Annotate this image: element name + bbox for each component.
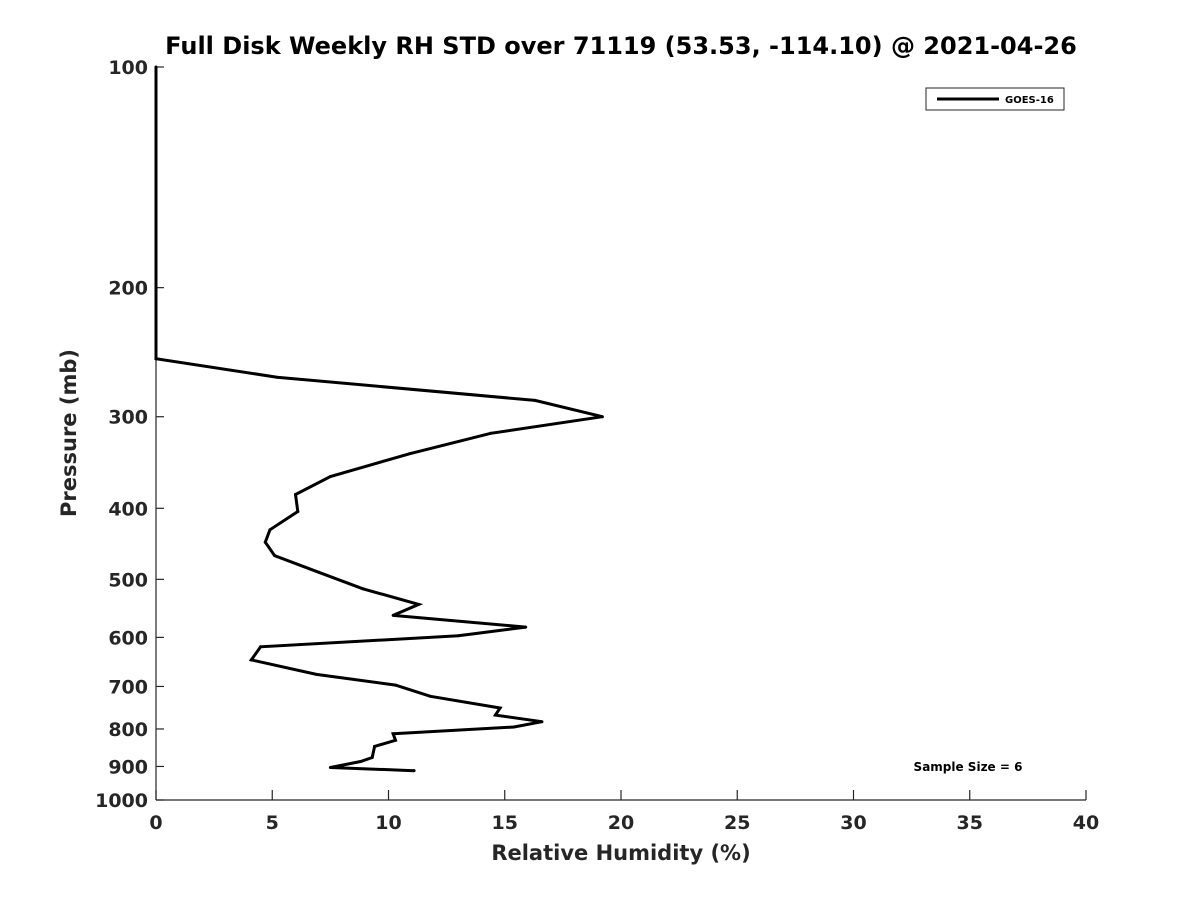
plot-area: 0 5 10 15 20 25 30 35 40 100 200 300 400 500 600 700 80… xyxy=(95,57,1099,834)
data-point xyxy=(154,357,158,361)
y-tick-label: 900 xyxy=(108,756,148,778)
y-tick-label: 300 xyxy=(108,407,148,429)
chart-title: Full Disk Weekly RH STD over 71119 (53.5… xyxy=(165,32,1077,60)
data-point xyxy=(512,725,516,729)
x-tick-label: 0 xyxy=(149,812,162,834)
data-point xyxy=(524,625,528,629)
legend-label-goes-16: GOES-16 xyxy=(1005,95,1054,106)
data-point xyxy=(391,732,395,736)
data-point xyxy=(391,613,395,617)
data-point xyxy=(263,540,267,544)
y-axis-ticks: 100 200 300 400 500 600 700 800 900 1000 xyxy=(95,57,164,812)
y-tick-label: 500 xyxy=(108,569,148,591)
data-point xyxy=(393,683,397,687)
x-tick-label: 30 xyxy=(840,812,866,834)
data-point xyxy=(393,738,397,742)
y-tick-label: 200 xyxy=(108,278,148,300)
data-point xyxy=(294,492,297,496)
data-point xyxy=(154,194,158,198)
data-point xyxy=(296,509,300,513)
y-tick-label: 400 xyxy=(108,498,148,520)
data-point xyxy=(317,570,321,574)
x-tick-label: 10 xyxy=(375,812,401,834)
data-point xyxy=(493,713,497,717)
y-tick-label: 1000 xyxy=(95,790,148,812)
x-axis-label: Relative Humidity (%) xyxy=(491,841,750,865)
data-point xyxy=(154,136,158,140)
x-axis-ticks: 0 5 10 15 20 25 30 35 40 xyxy=(149,790,1099,834)
data-point xyxy=(600,415,604,419)
data-point xyxy=(359,759,363,763)
series-line-goes-16 xyxy=(154,67,603,773)
data-point xyxy=(533,398,537,402)
x-tick-label: 35 xyxy=(957,812,983,834)
data-point xyxy=(361,587,365,591)
x-tick-label: 15 xyxy=(492,812,518,834)
data-point xyxy=(407,452,411,456)
data-point xyxy=(259,645,263,649)
data-point xyxy=(540,720,544,724)
data-point xyxy=(328,475,332,479)
data-point xyxy=(314,672,318,676)
data-point xyxy=(428,694,432,698)
data-point xyxy=(456,634,460,638)
legend: GOES-16 xyxy=(925,87,1065,111)
data-point xyxy=(154,286,158,290)
data-point xyxy=(154,65,158,69)
sample-size-annotation: Sample Size = 6 xyxy=(914,760,1023,774)
y-tick-label: 100 xyxy=(108,57,148,79)
data-point xyxy=(328,766,332,770)
data-point xyxy=(249,658,253,662)
y-axis-label: Pressure (mb) xyxy=(57,349,81,517)
data-point xyxy=(412,769,416,773)
data-point xyxy=(273,554,277,558)
data-point xyxy=(154,243,158,247)
x-tick-label: 40 xyxy=(1073,812,1099,834)
x-tick-label: 20 xyxy=(608,812,634,834)
data-point xyxy=(498,706,502,710)
data-point xyxy=(268,528,272,532)
data-point xyxy=(370,755,374,759)
series-layer xyxy=(154,65,604,773)
x-tick-label: 5 xyxy=(266,812,279,834)
data-point xyxy=(417,602,421,606)
data-point xyxy=(373,744,377,748)
y-tick-label: 800 xyxy=(108,719,148,741)
data-point xyxy=(275,375,279,379)
y-tick-label: 700 xyxy=(108,676,148,698)
x-tick-label: 25 xyxy=(724,812,750,834)
y-tick-label: 600 xyxy=(108,627,148,649)
data-point xyxy=(154,323,158,327)
data-point xyxy=(489,431,493,435)
